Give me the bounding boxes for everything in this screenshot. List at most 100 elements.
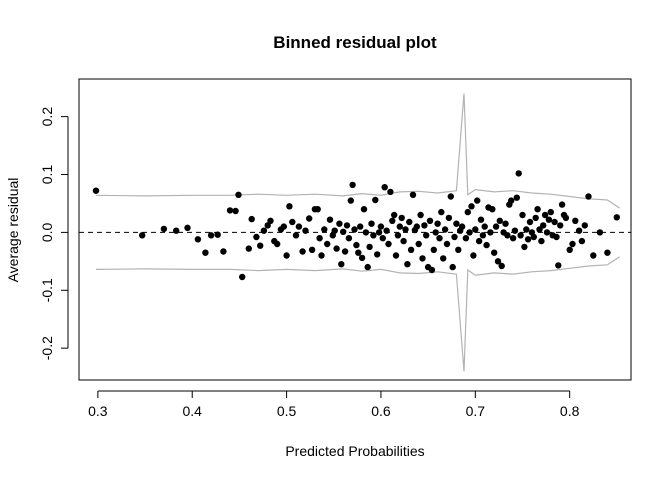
residual-point: [214, 231, 221, 238]
residual-point: [409, 191, 417, 198]
residual-point: [368, 220, 375, 227]
residual-point: [441, 226, 449, 233]
residual-point: [314, 206, 321, 213]
residual-point: [235, 191, 242, 198]
residual-point: [417, 211, 424, 219]
residual-point: [394, 232, 402, 239]
residual-point: [538, 237, 545, 245]
residual-point: [524, 236, 532, 243]
y-tick-label: -0.2: [39, 336, 55, 360]
residual-point: [338, 261, 345, 268]
residual-point: [566, 246, 573, 253]
residual-point: [523, 226, 530, 233]
residual-point: [194, 236, 202, 243]
residual-point: [479, 232, 487, 239]
residual-point: [489, 206, 496, 213]
residual-point: [496, 217, 503, 224]
residual-point: [526, 218, 534, 226]
y-axis-label: Average residual: [5, 178, 21, 283]
residual-point: [540, 222, 547, 229]
residual-point: [402, 226, 409, 233]
residual-point: [508, 197, 515, 204]
residual-point: [404, 261, 411, 268]
residual-point: [349, 181, 356, 189]
residual-point: [475, 237, 483, 245]
residual-point: [477, 216, 485, 223]
residual-point: [286, 203, 293, 210]
residual-point: [466, 229, 473, 236]
residual-point: [245, 245, 252, 252]
residual-point: [326, 216, 334, 223]
residual-point: [264, 222, 271, 229]
residual-point: [521, 243, 528, 251]
residual-point: [504, 232, 511, 239]
residual-point: [360, 206, 368, 213]
residual-point: [357, 223, 364, 230]
residual-point: [547, 208, 554, 216]
residual-point: [260, 227, 268, 234]
residual-point: [491, 249, 498, 256]
residual-point: [333, 245, 340, 252]
residual-point: [280, 223, 287, 230]
residual-point: [299, 248, 306, 255]
chart-title: Binned residual plot: [273, 33, 437, 52]
residual-point: [449, 263, 456, 271]
residual-point: [392, 252, 400, 259]
residual-point: [331, 227, 338, 234]
residual-point: [562, 214, 570, 222]
residual-point: [220, 248, 227, 255]
residual-point: [451, 233, 458, 241]
x-tick-label: 0.8: [560, 403, 580, 419]
x-axis: 0.3 0.4 0.5 0.6 0.7 0.8: [88, 390, 580, 419]
residual-point: [407, 246, 415, 253]
residual-point: [295, 223, 303, 230]
residual-points: [92, 170, 620, 281]
residual-point: [509, 235, 517, 242]
residual-point: [232, 207, 239, 215]
x-axis-label: Predicted Probabilities: [285, 443, 424, 459]
residual-point: [613, 214, 620, 221]
x-tick-label: 0.4: [182, 403, 202, 419]
residual-point: [173, 227, 180, 234]
residual-point: [336, 220, 343, 227]
y-tick-label: 0.2: [39, 107, 55, 127]
residual-point: [455, 246, 462, 253]
residual-point: [604, 249, 611, 256]
residual-point: [415, 240, 422, 248]
upper-bound-line: [95, 93, 621, 209]
residual-point: [379, 235, 386, 242]
plot-frame: [78, 78, 632, 381]
residual-point: [515, 170, 522, 177]
residual-point: [355, 249, 362, 256]
residual-point: [283, 252, 290, 259]
residual-point: [239, 273, 246, 281]
residual-point: [347, 197, 354, 204]
residual-point: [406, 218, 413, 226]
x-tick-label: 0.7: [466, 403, 486, 419]
residual-point: [92, 187, 100, 194]
residual-point: [462, 235, 470, 242]
residual-point: [391, 211, 398, 219]
residual-point: [498, 262, 505, 270]
residual-point: [502, 220, 509, 227]
y-axis: -0.2 -0.1 0.0 0.1 0.2: [39, 107, 69, 360]
residual-point: [447, 193, 454, 200]
residual-point: [430, 246, 437, 253]
residual-point: [387, 188, 394, 196]
residual-point: [343, 222, 351, 229]
residual-point: [381, 184, 388, 191]
residual-point: [257, 242, 264, 249]
residual-point: [139, 232, 146, 239]
residual-point: [532, 214, 539, 222]
residual-point: [226, 207, 234, 214]
residual-point: [308, 246, 316, 253]
residual-point: [289, 218, 296, 226]
residual-point: [513, 194, 520, 201]
residual-point: [534, 206, 541, 213]
residual-point: [316, 235, 323, 242]
residual-point: [366, 243, 373, 251]
residual-point: [353, 241, 360, 249]
residual-point: [423, 232, 430, 239]
residual-point: [445, 214, 453, 222]
